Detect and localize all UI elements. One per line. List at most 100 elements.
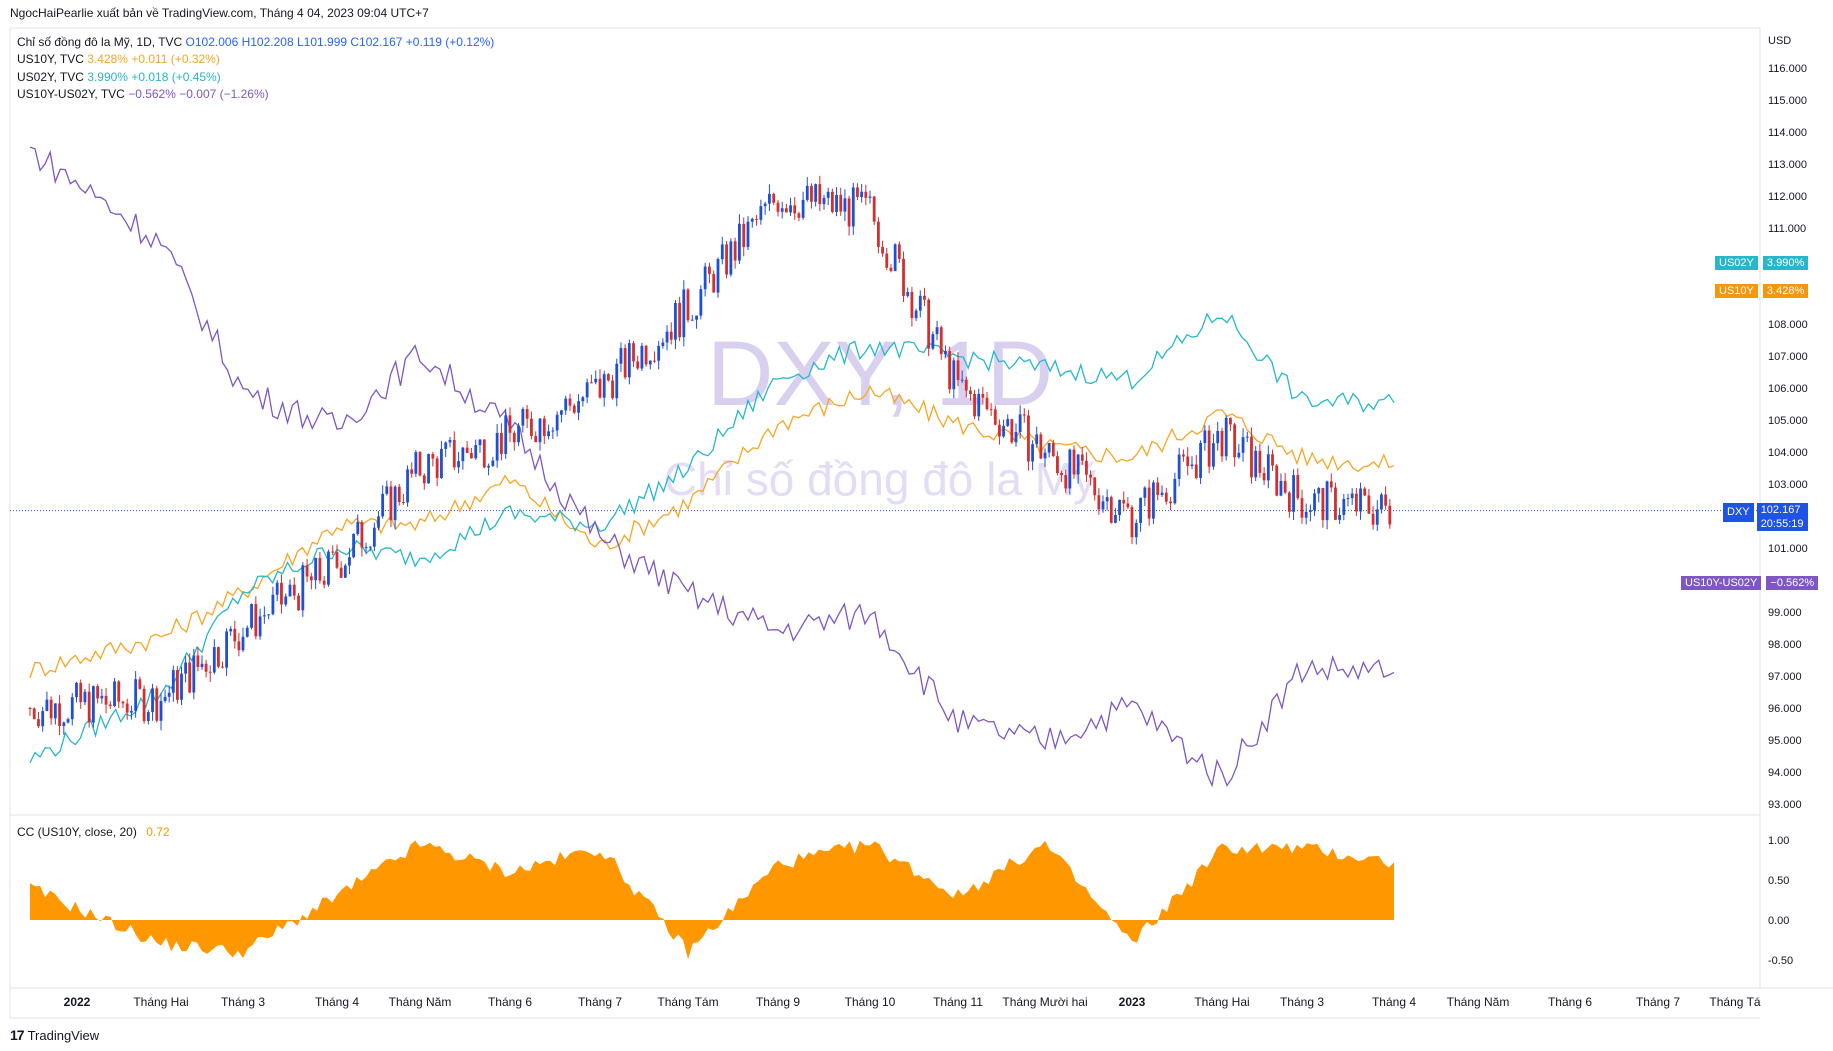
candle-body (1287, 492, 1291, 512)
candle-body (534, 435, 538, 443)
candle-body (927, 299, 931, 349)
legend-dxy-change: +0.119 (+0.12%) (405, 35, 495, 49)
candle-body (271, 594, 275, 615)
candle-body (440, 449, 443, 478)
candle-body (1056, 456, 1059, 474)
candle-body (1076, 454, 1080, 475)
candle-body (598, 378, 602, 398)
dxy-price-tag: DXY 102.167 20:55:19 (1723, 503, 1808, 531)
us10y-price-tag: US10Y 3.428% (1711, 283, 1812, 300)
candle-body (733, 241, 737, 261)
candle-body (280, 582, 283, 605)
candle-body (636, 361, 640, 369)
cc-legend-value: 0.72 (146, 825, 170, 839)
candle-body (665, 331, 669, 343)
candle-body (964, 379, 968, 391)
legend-dxy-close: C102.167 (350, 35, 403, 49)
legend-us10y-value: 3.428% (87, 52, 128, 67)
candle-body (1122, 499, 1126, 504)
price-tick-label: 94.000 (1768, 767, 1802, 779)
publisher-header: NgocHaiPearlie xuất bản về TradingView.c… (10, 6, 429, 20)
candle-body (1039, 434, 1043, 459)
legend-dxy[interactable]: Chỉ số đồng đô la Mỹ, 1D, TVC O102.006 H… (17, 34, 494, 51)
candle-body (512, 432, 516, 443)
time-tick-label: Tháng 3 (1280, 995, 1324, 1009)
price-tick-label: 105.000 (1768, 415, 1808, 427)
candle-body (835, 194, 838, 212)
candle-body (1296, 475, 1300, 499)
candle-body (1093, 477, 1097, 496)
candle-body (28, 708, 32, 709)
candle-body (352, 533, 355, 558)
candle-body (267, 614, 271, 616)
candle-body (1143, 487, 1147, 498)
tradingview-branding[interactable]: 17 TradingView (10, 1027, 99, 1043)
candle-body (245, 627, 249, 637)
candle-body (542, 418, 546, 437)
candle-body (729, 241, 733, 275)
candle-body (632, 343, 635, 362)
candle-body (1182, 454, 1185, 457)
candle-body (1160, 492, 1164, 495)
time-tick-label: Tháng 7 (578, 995, 622, 1009)
candle-body (1006, 419, 1010, 426)
candle-body (1097, 495, 1101, 510)
candle-body (1250, 436, 1253, 478)
candle-body (297, 595, 300, 611)
candle-body (465, 447, 469, 453)
price-scale[interactable]: 116.000 115.000 114.000 113.000 112.000 111.0… (1768, 63, 1808, 811)
candle-body (91, 686, 95, 723)
candle-body (262, 615, 266, 617)
candle-body (1169, 501, 1172, 504)
price-tick-label: 97.000 (1768, 671, 1802, 683)
legend-spread[interactable]: US10Y-US02Y, TVC −0.562% −0.007 (−1.26%) (17, 86, 494, 103)
legend-dxy-low: L101.999 (296, 35, 348, 49)
candle-body (560, 410, 563, 415)
candle-body (1271, 454, 1274, 466)
candle-body (410, 469, 414, 474)
candle-body (339, 567, 343, 578)
candle-body (58, 703, 61, 726)
candle-body (1300, 498, 1304, 518)
candle-body (1329, 481, 1333, 488)
legend-us10y[interactable]: US10Y, TVC 3.428% +0.011 (+0.32%) (17, 51, 494, 68)
candle-body (163, 696, 167, 702)
price-tick-label: 101.000 (1768, 543, 1808, 555)
series-line-us02y (29, 312, 1395, 764)
candle-body (1241, 437, 1245, 453)
candle-body (171, 670, 175, 693)
price-tick-label: 111.000 (1768, 223, 1806, 235)
candle-body (1156, 482, 1160, 495)
cc-scale[interactable]: 1.00 0.50 0.00 -0.50 (1768, 835, 1793, 967)
candle-body (678, 302, 682, 338)
candle-body (1203, 430, 1207, 443)
candle-body (1051, 443, 1055, 457)
candle-body (772, 193, 776, 203)
cc-area (30, 840, 1394, 960)
time-tick-label: Tháng 3 (221, 995, 265, 1009)
candle-body (876, 221, 880, 247)
price-tick-label: 116.000 (1768, 63, 1807, 75)
candle-body (843, 198, 847, 212)
candle-body (750, 218, 754, 222)
candle-body (839, 194, 843, 212)
candle-body (75, 682, 78, 698)
time-tick-label: Tháng 11 (933, 995, 983, 1009)
candle-body (335, 552, 339, 568)
candle-body (37, 719, 40, 727)
time-axis[interactable]: 2022 Tháng Hai Tháng 3 Tháng 4 Tháng Năm Thán… (64, 995, 1761, 1009)
time-tick-label: Tháng Năm (1447, 995, 1510, 1009)
candle-body (159, 701, 163, 721)
candle-body (1346, 498, 1350, 500)
legend-us02y[interactable]: US02Y, TVC 3.990% +0.018 (+0.45%) (17, 69, 494, 86)
candle-body (602, 374, 606, 398)
price-tick-label: 98.000 (1768, 639, 1802, 651)
candle-body (1043, 452, 1047, 459)
cc-legend[interactable]: CC (US10Y, close, 20) 0.72 (17, 825, 170, 839)
candle-body (406, 469, 409, 503)
candle-body (331, 551, 335, 553)
candle-body (657, 345, 661, 361)
candle-body (682, 289, 686, 338)
candle-body (973, 394, 976, 417)
